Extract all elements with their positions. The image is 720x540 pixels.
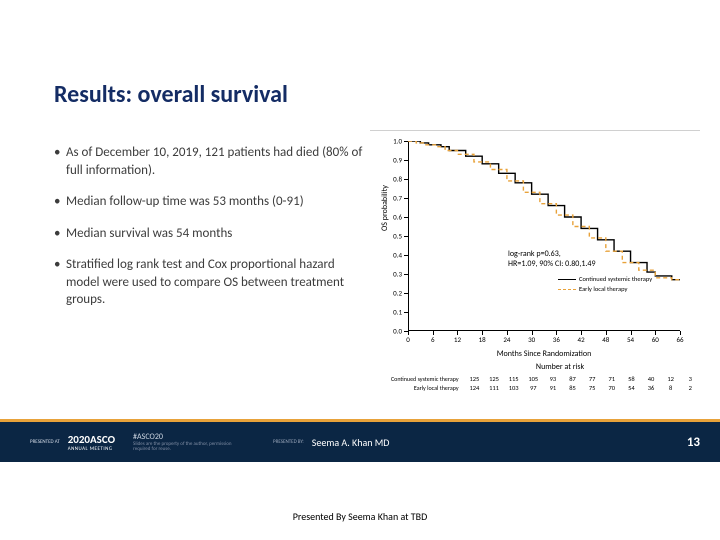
risk-cell: 36 [641, 384, 661, 392]
plot-region: 0.00.10.20.30.40.50.60.70.80.91.0 061218… [408, 141, 680, 331]
legend-label: Continued systemic therapy [579, 275, 652, 283]
risk-cell: 71 [602, 375, 622, 383]
footer-subtext: Slides are the property of the author, p… [133, 442, 233, 452]
risk-cell: 77 [582, 375, 602, 383]
asco-logo: 2020ASCO ANNUAL MEETING [68, 433, 115, 452]
stats-line1: log-rank p=0.63, [508, 249, 561, 259]
risk-row-label: Early local therapy [370, 384, 465, 392]
legend-entry-0: Continued systemic therapy [558, 275, 652, 283]
presenter-name: Seema A. Khan MD [312, 436, 390, 449]
km-svg [408, 141, 680, 331]
risk-cell: 85 [563, 384, 583, 392]
risk-cell: 40 [641, 375, 661, 383]
bullet-item: Median survival was 54 months [54, 225, 364, 243]
risk-table-title: Number at risk [420, 362, 700, 372]
bullet-item: Median follow-up time was 53 months (0-9… [54, 193, 364, 211]
bullet-list: As of December 10, 2019, 121 patients ha… [54, 144, 364, 323]
risk-row: Early local therapy124111103 97 91 85 75… [370, 384, 700, 392]
risk-cell: 125 [484, 375, 504, 383]
bullet-item: As of December 10, 2019, 121 patients ha… [54, 144, 364, 179]
number-at-risk-table: Number at risk Continued systemic therap… [370, 362, 700, 393]
risk-cell: 124 [465, 384, 485, 392]
risk-cell: 103 [504, 384, 524, 392]
risk-cell: 58 [622, 375, 642, 383]
risk-cell: 111 [484, 384, 504, 392]
risk-cell: 3 [680, 375, 700, 383]
risk-cell: 125 [465, 375, 485, 383]
stats-line2: HR=1.09, 90% CI: 0.80,1.49 [508, 259, 596, 269]
risk-cell: 70 [602, 384, 622, 392]
image-caption: Presented By Seema Khan at TBD [0, 510, 720, 523]
slide-title: Results: overall survival [54, 80, 288, 109]
slide-content: Results: overall survival As of December… [0, 22, 720, 462]
slide-number: 13 [687, 435, 700, 450]
legend-entry-1: Early local therapy [558, 285, 627, 293]
risk-cell: 54 [622, 384, 642, 392]
risk-cell: 75 [582, 384, 602, 392]
risk-row-label: Continued systemic therapy [370, 375, 465, 383]
legend-label: Early local therapy [579, 285, 627, 293]
presented-at-label: PRESENTED AT [30, 439, 60, 445]
risk-cell: 12 [661, 375, 681, 383]
x-axis-title: Months Since Randomization [497, 349, 592, 359]
risk-row: Continued systemic therapy12512511510593… [370, 375, 700, 383]
risk-cell: 2 [680, 384, 700, 392]
risk-cell: 91 [543, 384, 563, 392]
risk-cell: 105 [523, 375, 543, 383]
risk-cell: 97 [523, 384, 543, 392]
presented-by-label: PRESENTED BY: [273, 439, 304, 445]
bullet-item: Stratified log rank test and Cox proport… [54, 256, 364, 309]
risk-cell: 87 [563, 375, 583, 383]
y-axis-title: OS probability [380, 185, 390, 231]
risk-cell: 115 [504, 375, 524, 383]
risk-cell: 8 [661, 384, 681, 392]
asco-logo-block: PRESENTED AT 2020ASCO ANNUAL MEETING #AS… [30, 432, 233, 452]
footer-bar: PRESENTED AT 2020ASCO ANNUAL MEETING #AS… [0, 422, 720, 462]
risk-cell: 93 [543, 375, 563, 383]
